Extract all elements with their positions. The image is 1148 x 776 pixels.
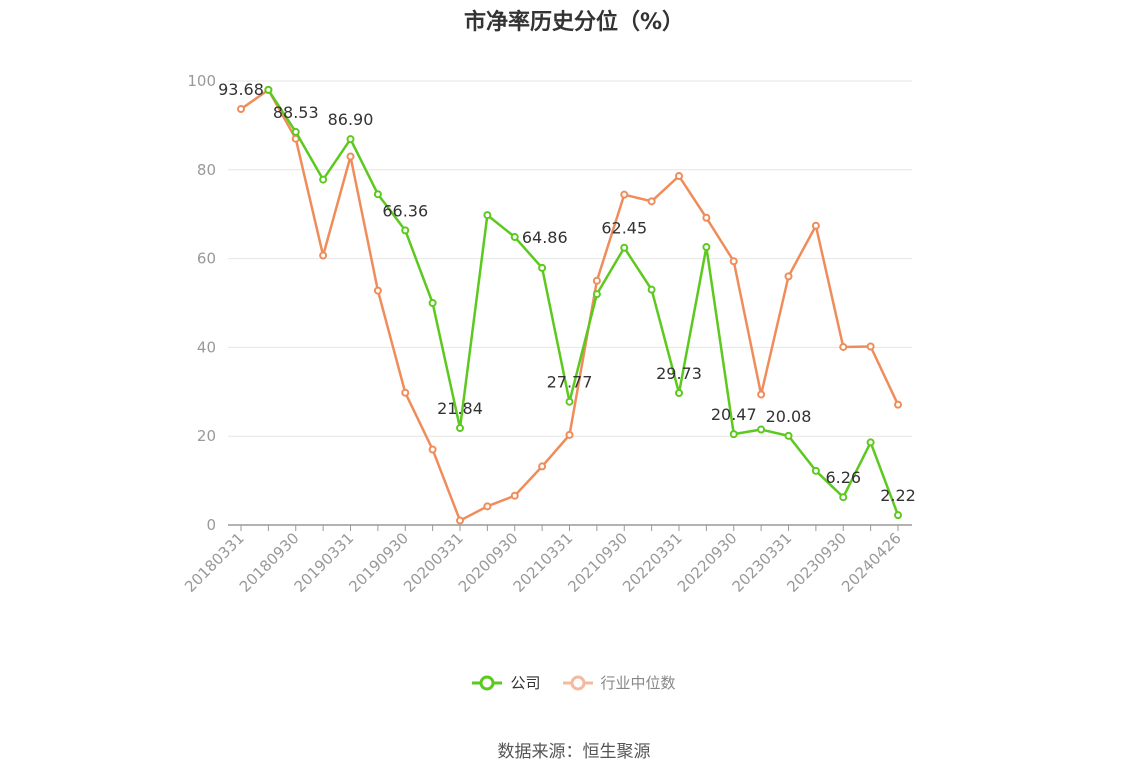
legend-industry-line-icon	[562, 675, 593, 690]
data-point-industry	[894, 400, 902, 409]
data-label-company: 62.45	[601, 219, 647, 238]
label-layer: 88.53 86.90 66.36 21.84 64.86 27.77 62.45 29.73…	[218, 80, 916, 505]
data-point-industry	[839, 342, 848, 351]
legend-item-company[interactable]: 公司	[472, 672, 541, 693]
data-point-industry	[592, 276, 601, 285]
data-point-industry	[702, 213, 711, 222]
data-point-company	[620, 243, 629, 252]
data-point-company	[538, 263, 547, 272]
series-layer	[237, 85, 902, 525]
data-point-company	[510, 233, 519, 242]
data-point-company	[647, 285, 656, 294]
data-point-company	[291, 127, 300, 136]
y-tick-label: 80	[197, 161, 216, 179]
data-point-company	[894, 511, 902, 520]
data-point-industry	[373, 286, 382, 295]
data-point-industry	[866, 342, 875, 351]
data-point-industry	[483, 502, 492, 511]
data-point-industry	[510, 491, 519, 500]
data-point-company	[565, 397, 574, 406]
data-point-industry	[401, 388, 410, 397]
data-point-company	[866, 438, 875, 447]
data-source: 数据来源：恒生聚源	[497, 742, 651, 762]
data-point-industry	[620, 190, 629, 199]
data-point-industry	[237, 105, 245, 114]
data-point-industry	[319, 251, 328, 260]
data-label-company: 21.84	[437, 399, 483, 418]
data-point-company	[401, 226, 410, 235]
data-point-company	[675, 388, 683, 397]
data-label-company: 20.47	[711, 405, 757, 424]
data-point-industry	[346, 152, 355, 161]
data-point-company	[784, 431, 793, 440]
data-point-industry	[538, 462, 547, 471]
data-point-industry	[647, 197, 656, 206]
data-label-company: 88.53	[273, 103, 319, 122]
x-tick-label: 20240426	[838, 529, 905, 596]
data-label-company: 2.22	[880, 486, 916, 505]
data-label-industry: 93.68	[218, 80, 264, 99]
legend-item-industry[interactable]: 行业中位数	[562, 672, 676, 693]
data-label-company: 20.08	[766, 407, 812, 426]
data-point-company	[839, 493, 848, 502]
y-tick-label: 60	[197, 250, 216, 268]
data-point-company	[346, 135, 355, 144]
data-point-company	[456, 424, 464, 433]
data-point-industry	[675, 172, 683, 181]
data-point-company	[757, 425, 766, 434]
data-label-company: 86.90	[328, 110, 374, 129]
data-label-company: 27.77	[547, 373, 593, 392]
data-label-company: 29.73	[656, 364, 702, 383]
data-point-industry	[428, 445, 437, 454]
y-tick-label: 20	[197, 427, 216, 445]
series-line-company	[267, 89, 900, 516]
axis-layer: 0204060801002018033120180930201903312019…	[181, 72, 912, 596]
y-tick-label: 40	[197, 338, 216, 356]
data-point-industry	[729, 257, 738, 266]
data-point-industry	[565, 430, 574, 439]
data-point-company	[319, 175, 328, 184]
data-point-company	[729, 430, 738, 439]
legend-industry-label: 行业中位数	[600, 674, 676, 692]
data-point-company	[264, 85, 273, 94]
data-point-industry	[784, 272, 793, 281]
data-point-industry	[456, 516, 464, 525]
data-point-industry	[757, 390, 766, 399]
data-label-company: 66.36	[382, 201, 428, 220]
data-point-company	[373, 190, 382, 199]
data-point-company	[428, 299, 437, 307]
data-point-company	[592, 290, 601, 299]
y-tick-label: 0	[206, 516, 216, 534]
chart-title: 市净率历史分位（%）	[463, 10, 685, 35]
data-label-company: 64.86	[522, 228, 568, 247]
legend-company-label: 公司	[510, 674, 541, 692]
data-point-company	[702, 243, 711, 252]
data-point-industry	[811, 221, 820, 230]
legend: 公司 行业中位数	[0, 672, 1148, 693]
data-label-company: 6.26	[825, 468, 861, 487]
data-point-company	[483, 211, 492, 220]
legend-company-line-icon	[472, 675, 503, 690]
data-point-company	[811, 466, 820, 475]
y-tick-label: 100	[187, 72, 216, 90]
